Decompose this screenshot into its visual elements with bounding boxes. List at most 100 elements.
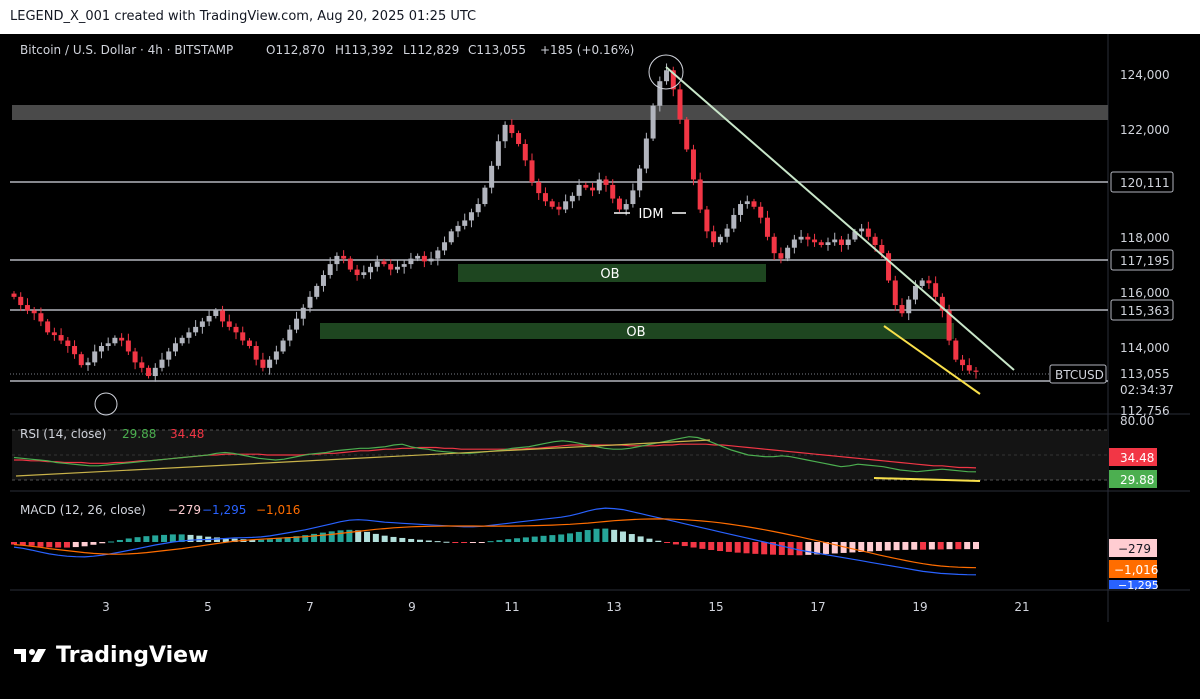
- legend-low: L112,829: [403, 43, 459, 57]
- price-tick-116000: 116,000: [1120, 286, 1170, 300]
- countdown-label: 02:34:37: [1120, 383, 1174, 397]
- candle-body: [926, 280, 932, 284]
- macd-histogram-bar: [372, 533, 379, 542]
- macd-histogram-bar: [28, 542, 35, 546]
- legend-close: C113,055: [468, 43, 526, 57]
- macd-histogram-bar: [37, 542, 44, 547]
- candle-body: [583, 184, 589, 188]
- macd-histogram-bar: [72, 542, 79, 548]
- attribution-text: LEGEND_X_001 created with TradingView.co…: [10, 9, 477, 24]
- candle-body: [596, 179, 602, 191]
- candle-body: [838, 239, 844, 245]
- candle-body: [260, 359, 266, 368]
- time-tick: 5: [204, 600, 212, 614]
- macd-histogram-bar: [540, 535, 547, 542]
- macd-histogram-bar: [522, 537, 529, 542]
- bottom-circle-marker[interactable]: [94, 392, 118, 416]
- candle-body: [58, 335, 64, 341]
- macd-histogram-bar: [584, 530, 591, 542]
- candle-body: [482, 187, 488, 205]
- candle-body: [664, 70, 670, 82]
- macd-histogram-bar: [681, 542, 688, 547]
- macd-histogram-bar: [461, 542, 468, 543]
- macd-histogram-bar: [152, 535, 159, 542]
- chart-frame[interactable]: OB OB IDM Bitcoin / U.S. Dollar · 4h · B…: [10, 34, 1190, 622]
- macd-histogram: [11, 528, 979, 556]
- rsi-ma-tag-box: [1109, 448, 1157, 466]
- candle-body: [832, 239, 838, 243]
- time-tick: 9: [408, 600, 416, 614]
- candle-body: [906, 299, 912, 314]
- label-120111: 120,111: [1120, 176, 1170, 190]
- macd-histogram-bar: [699, 542, 706, 549]
- chart-svg[interactable]: OB OB IDM Bitcoin / U.S. Dollar · 4h · B…: [10, 34, 1190, 622]
- current-price-label: 113,055: [1120, 367, 1170, 381]
- candle-body: [92, 351, 98, 363]
- candle-body: [11, 293, 17, 297]
- candle-body: [468, 212, 474, 221]
- idm-label: IDM: [638, 207, 663, 222]
- candle-body: [650, 105, 656, 139]
- descending-trendline[interactable]: [665, 66, 1015, 371]
- macd-histogram-bar: [637, 536, 644, 542]
- candle-body: [273, 351, 279, 360]
- macd-histogram-bar: [408, 538, 415, 542]
- ob-zone-upper[interactable]: [458, 264, 766, 282]
- candle-body: [186, 332, 192, 338]
- candle-body: [166, 351, 172, 360]
- candle-body: [253, 346, 259, 360]
- candle-body: [381, 261, 387, 265]
- candle-body: [751, 201, 757, 207]
- candle-body: [738, 204, 744, 215]
- attribution-banner: LEGEND_X_001 created with TradingView.co…: [0, 0, 1200, 34]
- macd-signal-tag-box: [1109, 560, 1157, 578]
- candle-body: [603, 179, 609, 185]
- top-circle-marker[interactable]: [648, 54, 684, 90]
- candle-body: [516, 133, 522, 144]
- candle-body: [475, 204, 481, 213]
- candle-body: [18, 296, 24, 306]
- price-tick-118000: 118,000: [1120, 231, 1170, 245]
- macd-histogram-bar: [258, 539, 265, 542]
- rsi-80-label: 80.00: [1120, 414, 1154, 428]
- rsi-ma-tag: 34.48: [1120, 451, 1154, 465]
- candle-body: [912, 285, 918, 300]
- legend-symbol: Bitcoin / U.S. Dollar · 4h · BITSTAMP: [20, 43, 233, 57]
- candle-body: [798, 236, 804, 240]
- candle-body: [764, 217, 770, 237]
- time-tick: 17: [810, 600, 825, 614]
- macd-hist-tag: −279: [1118, 542, 1151, 556]
- tradingview-logo-icon: [14, 649, 46, 662]
- candle-body: [105, 343, 111, 346]
- candle-body: [758, 206, 764, 218]
- candle-body: [78, 354, 84, 366]
- candle-body: [72, 346, 78, 355]
- candle-body: [24, 305, 30, 311]
- candle-body: [879, 244, 885, 254]
- macd-histogram-bar: [743, 542, 750, 554]
- candle-body: [287, 329, 293, 341]
- candle-body: [294, 318, 300, 330]
- rsi-yellow-line[interactable]: [873, 477, 981, 482]
- candle-body: [556, 206, 562, 210]
- macd-histogram-bar: [955, 542, 962, 550]
- macd-histogram-bar: [937, 542, 944, 550]
- macd-histogram-bar: [187, 534, 194, 542]
- candle-body: [529, 160, 535, 183]
- candle-body: [939, 296, 945, 311]
- rsi-trendline[interactable]: [15, 439, 711, 477]
- candle-body: [495, 141, 501, 166]
- low-price-label: 112,756: [1120, 404, 1170, 418]
- candle-body: [139, 362, 145, 368]
- yellow-support-line[interactable]: [883, 325, 981, 395]
- macd-line-tag: −1,295: [1118, 579, 1159, 592]
- candle-body: [812, 239, 818, 243]
- macd-histogram-bar: [602, 528, 609, 542]
- ob-zone-lower[interactable]: [320, 323, 954, 339]
- macd-histogram-bar: [531, 536, 538, 542]
- candle-body: [670, 70, 676, 90]
- macd-histogram-bar: [213, 537, 220, 542]
- candle-body: [542, 193, 548, 202]
- candle-body: [886, 253, 892, 281]
- macd-histogram-bar: [293, 536, 300, 542]
